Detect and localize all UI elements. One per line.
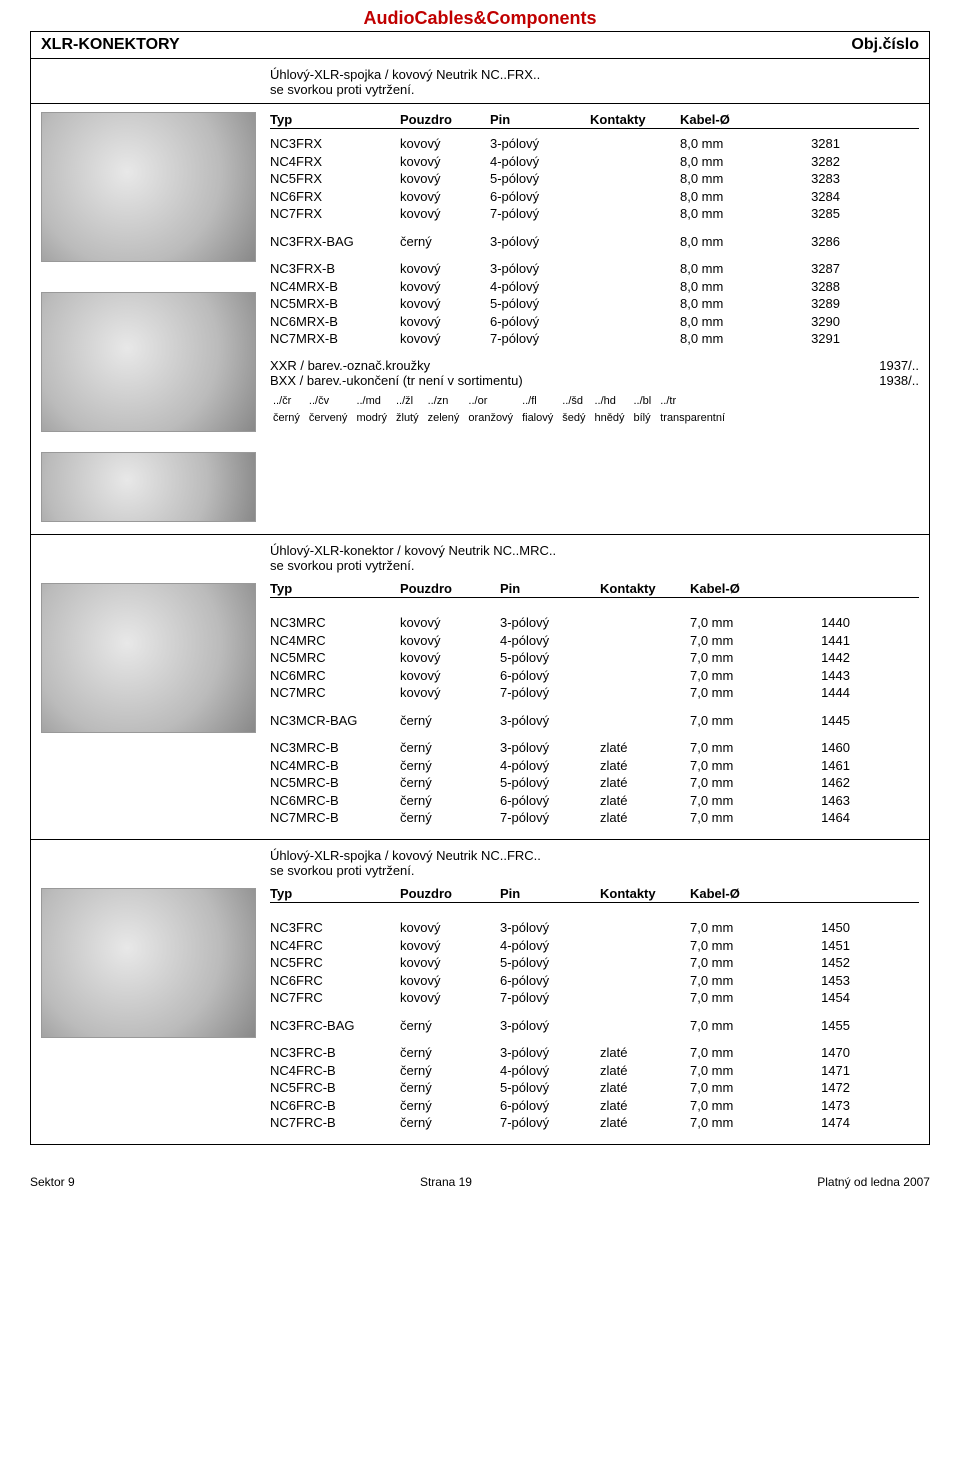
section1-title-block: Úhlový-XLR-spojka / kovový Neutrik NC..F… <box>30 59 930 104</box>
table-row: NC4FRXkovový4-pólový8,0 mm3282 <box>270 153 919 171</box>
table-row: NC3FRX-Bkovový3-pólový8,0 mm3287 <box>270 260 919 278</box>
product-image-frx-black <box>41 292 256 432</box>
table-row: NC6MRX-Bkovový6-pólový8,0 mm3290 <box>270 313 919 331</box>
sec2-title1: Úhlový-XLR-konektor / kovový Neutrik NC.… <box>270 543 919 558</box>
table-row: NC5FRCkovový5-pólový7,0 mm1452 <box>270 954 919 972</box>
table-row: NC5FRC-Bčerný5-pólovýzlaté7,0 mm1472 <box>270 1079 919 1097</box>
table-row: NC3FRX-BAG černý 3-pólový 8,0 mm 3286 <box>270 233 919 251</box>
product-image-rings <box>41 452 256 522</box>
section1-body: Typ Pouzdro Pin Kontakty Kabel-Ø NC3FRXk… <box>30 104 930 535</box>
table-header: Typ Pouzdro Pin Kontakty Kabel-Ø <box>270 112 919 129</box>
catalog-page: AudioCables&Components XLR-KONEKTORY Obj… <box>0 0 960 1155</box>
table-row: NC6FRCkovový6-pólový7,0 mm1453 <box>270 972 919 990</box>
sec1-title2: se svorkou proti vytržení. <box>270 82 919 97</box>
product-image-frc <box>41 888 256 1038</box>
table-row: NC4MRX-Bkovový4-pólový8,0 mm3288 <box>270 278 919 296</box>
footer-center: Strana 19 <box>420 1175 472 1189</box>
color-codes-table: ../čr../čv../md../žl../zn../or../fl../šd… <box>270 392 733 428</box>
table-row: NC6MRCkovový6-pólový7,0 mm1443 <box>270 667 919 685</box>
table-row: NC7MRCkovový7-pólový7,0 mm1444 <box>270 684 919 702</box>
table-row: NC7FRC-Bčerný7-pólovýzlaté7,0 mm1474 <box>270 1114 919 1132</box>
table-row: NC6FRC-Bčerný6-pólovýzlaté7,0 mm1473 <box>270 1097 919 1115</box>
sec3-title1: Úhlový-XLR-spojka / kovový Neutrik NC..F… <box>270 848 919 863</box>
table-row: NC5MRCkovový5-pólový7,0 mm1442 <box>270 649 919 667</box>
footer-right: Platný od ledna 2007 <box>817 1175 930 1189</box>
section3: Úhlový-XLR-spojka / kovový Neutrik NC..F… <box>30 840 930 1145</box>
table-row: NC3FRXkovový3-pólový8,0 mm3281 <box>270 135 919 153</box>
table-row: NC3FRCkovový3-pólový7,0 mm1450 <box>270 919 919 937</box>
footer-left: Sektor 9 <box>30 1175 75 1189</box>
table-header: Typ Pouzdro Pin Kontakty Kabel-Ø <box>270 886 919 903</box>
table-row: NC5FRXkovový5-pólový8,0 mm3283 <box>270 170 919 188</box>
table-row: NC7FRCkovový7-pólový7,0 mm1454 <box>270 989 919 1007</box>
table-row: NC5MRX-Bkovový5-pólový8,0 mm3289 <box>270 295 919 313</box>
th-typ: Typ <box>270 112 400 127</box>
section-name: XLR-KONEKTORY <box>41 36 180 54</box>
annotation-row: BXX / barev.-ukončení (tr není v sortime… <box>270 373 919 388</box>
sec1-title1: Úhlový-XLR-spojka / kovový Neutrik NC..F… <box>270 67 919 82</box>
page-footer: Sektor 9 Strana 19 Platný od ledna 2007 <box>0 1155 960 1199</box>
table-row: NC4FRC-Bčerný4-pólovýzlaté7,0 mm1471 <box>270 1062 919 1080</box>
table-row: NC7MRC-Bčerný7-pólovýzlaté7,0 mm1464 <box>270 809 919 827</box>
th-pouzdro: Pouzdro <box>400 112 490 127</box>
table-row: NC5MRC-Bčerný5-pólovýzlaté7,0 mm1462 <box>270 774 919 792</box>
section2: Úhlový-XLR-konektor / kovový Neutrik NC.… <box>30 535 930 840</box>
table-row: NC7MRX-Bkovový7-pólový8,0 mm3291 <box>270 330 919 348</box>
table-row: NC4FRCkovový4-pólový7,0 mm1451 <box>270 937 919 955</box>
table-row: NC6FRXkovový6-pólový8,0 mm3284 <box>270 188 919 206</box>
th-kontakty: Kontakty <box>590 112 680 127</box>
annotation-row: XXR / barev.-označ.kroužky 1937/.. <box>270 358 919 373</box>
section-header: XLR-KONEKTORY Obj.číslo <box>30 31 930 59</box>
th-kabel: Kabel-Ø <box>680 112 770 127</box>
table-row: NC3FRC-Bčerný3-pólovýzlaté7,0 mm1470 <box>270 1044 919 1062</box>
company-title: AudioCables&Components <box>30 8 930 29</box>
th-pin: Pin <box>490 112 590 127</box>
table-row: NC3MRCkovový3-pólový7,0 mm1440 <box>270 614 919 632</box>
product-image-frx <box>41 112 256 262</box>
table-row: NC4MRCkovový4-pólový7,0 mm1441 <box>270 632 919 650</box>
sec3-title2: se svorkou proti vytržení. <box>270 863 919 878</box>
table-row: NC6MRC-Bčerný6-pólovýzlaté7,0 mm1463 <box>270 792 919 810</box>
obj-col-label: Obj.číslo <box>851 36 919 54</box>
product-image-mrc <box>41 583 256 733</box>
sec2-title2: se svorkou proti vytržení. <box>270 558 919 573</box>
table-header: Typ Pouzdro Pin Kontakty Kabel-Ø <box>270 581 919 598</box>
table-row: NC3FRC-BAG černý 3-pólový 7,0 mm 1455 <box>270 1017 919 1035</box>
table-row: NC3MCR-BAG černý 3-pólový 7,0 mm 1445 <box>270 712 919 730</box>
table-row: NC7FRXkovový7-pólový8,0 mm3285 <box>270 205 919 223</box>
table-row: NC4MRC-Bčerný4-pólovýzlaté7,0 mm1461 <box>270 757 919 775</box>
table-row: NC3MRC-Bčerný3-pólovýzlaté7,0 mm1460 <box>270 739 919 757</box>
